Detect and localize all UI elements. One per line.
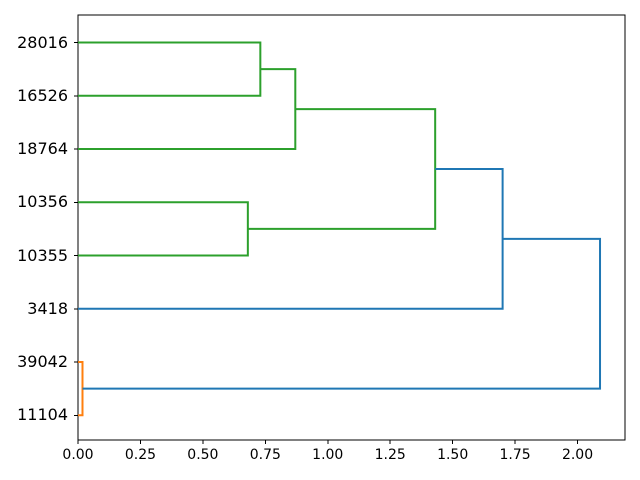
dendrogram-link-D: [247, 108, 437, 230]
y-axis-ticks: [74, 42, 78, 416]
x-tick-label: 1.75: [499, 447, 531, 463]
x-tick-label: 1.50: [437, 447, 469, 463]
leaf-label: 10355: [17, 245, 68, 265]
dendrogram-link-E: [78, 167, 504, 310]
leaf-label: 3418: [27, 298, 68, 318]
leaf-label: 39042: [17, 352, 68, 371]
x-tick-label: 1.25: [374, 447, 406, 463]
leaf-label: 11104: [17, 405, 68, 425]
x-axis-ticks: [77, 440, 579, 444]
x-tick-label: 2.00: [561, 447, 594, 463]
leaf-label: 10356: [17, 192, 68, 212]
x-tick-label: 1.00: [312, 447, 344, 463]
x-tick-label: 0.75: [249, 447, 281, 463]
dendrogram-link-F: [78, 361, 84, 417]
leaf-label: 16526: [17, 85, 68, 105]
x-tick-label: 0.00: [62, 447, 94, 463]
leaf-label: 18764: [17, 139, 68, 158]
dendrogram-link-A: [78, 41, 262, 97]
x-tick-label: 0.25: [124, 447, 157, 463]
plot-border: [77, 14, 626, 441]
dendrogram-link-B: [78, 68, 297, 150]
dendrogram-link-C: [78, 201, 249, 257]
x-tick-label: 0.50: [187, 447, 219, 463]
dendrogram-links: [78, 41, 602, 417]
leaf-label: 28016: [17, 32, 68, 52]
dendrogram-link-G: [82, 237, 602, 390]
